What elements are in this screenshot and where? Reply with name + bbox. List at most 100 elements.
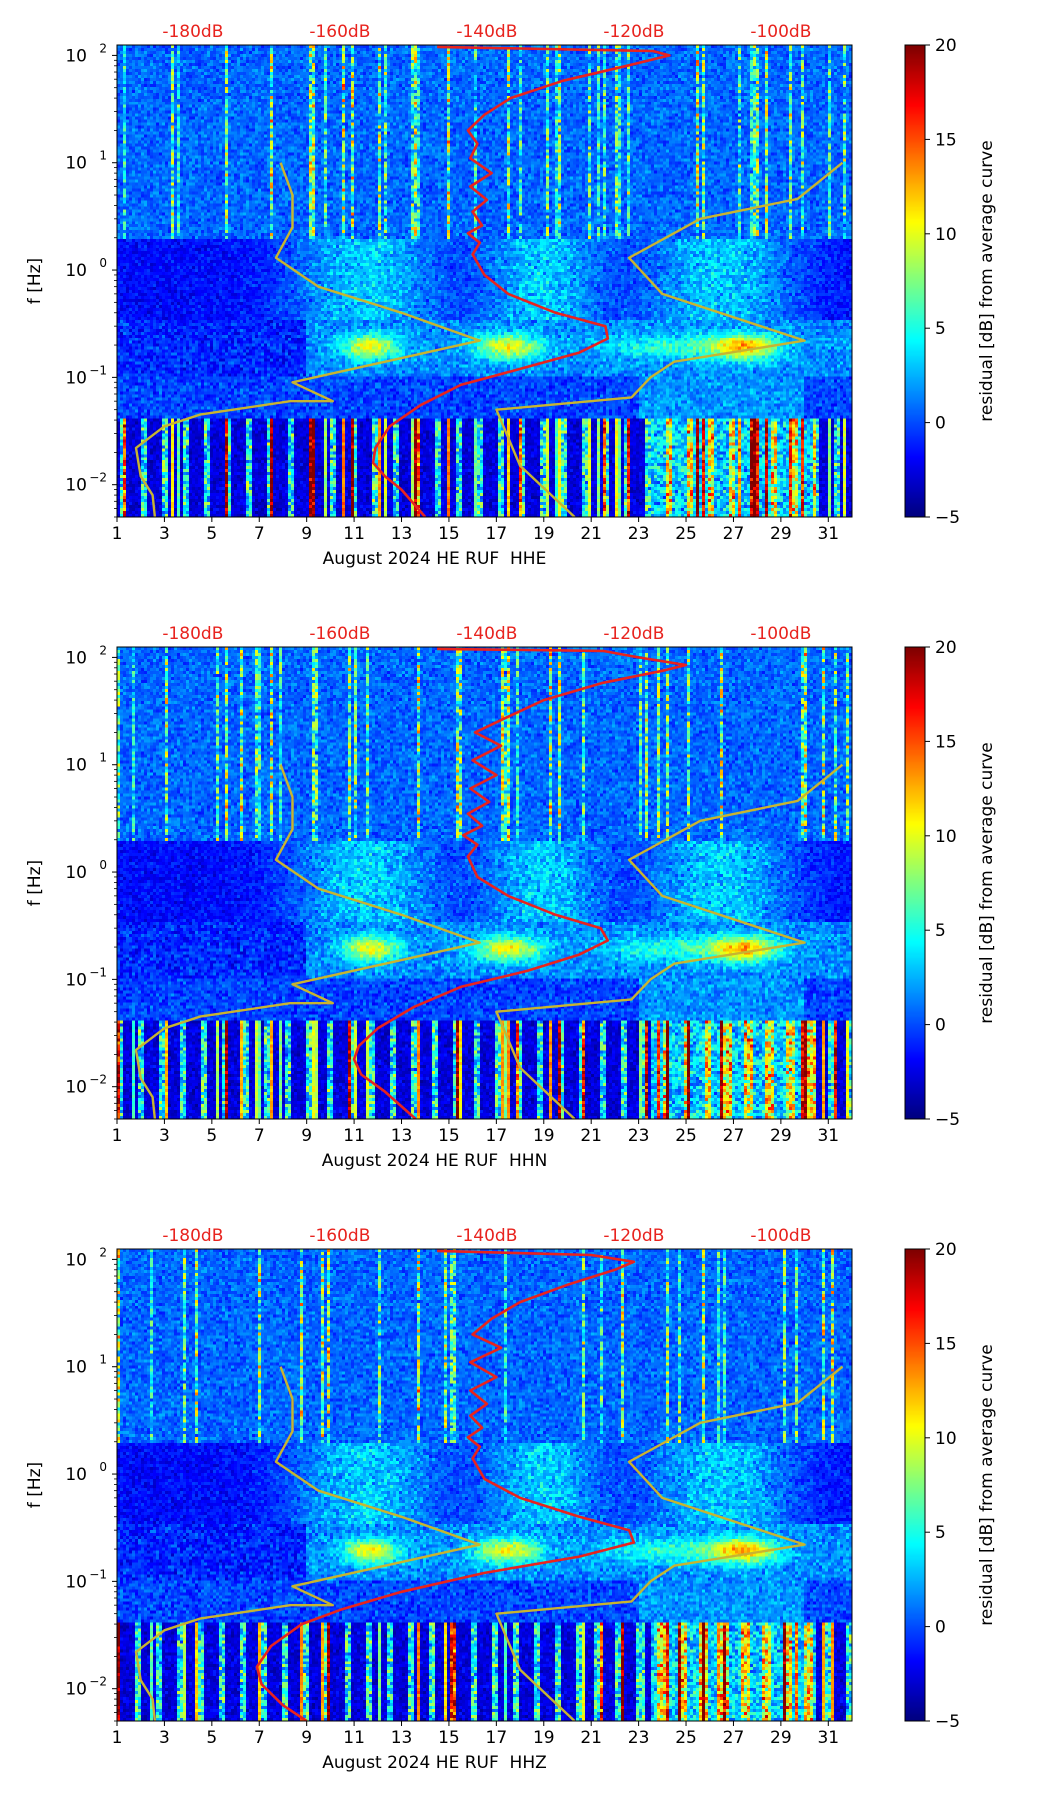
- x-tick-label-hhn: 29: [770, 1126, 792, 1146]
- top-db-label-hhe: -180dB: [162, 22, 223, 42]
- y-tick-label-hhz: 10: [65, 1680, 87, 1700]
- x-tick-label-hhe: 27: [723, 524, 745, 544]
- spectrogram-panel-hhz: 1 3 5 7 9 11 13 15 17 19 21 23 25 27 29 31 10 2 10 1 10 0 10 −1…: [0, 1204, 1052, 1806]
- top-db-label-hhz: -180dB: [162, 1226, 223, 1246]
- colorbar-gradient-hhn: [905, 647, 925, 1119]
- y-axis-label-hhn: f [Hz]: [25, 860, 45, 906]
- x-tick-label-hhe: 7: [254, 524, 265, 544]
- colorbar-tick-label-hhn: 20: [935, 638, 957, 658]
- y-tick-exponent-hhe: 2: [99, 41, 107, 55]
- noise-model-high-curve-hhz: [495, 1365, 844, 1721]
- y-tick-exponent-hhn: −1: [89, 965, 107, 979]
- y-tick-label-hhe: 10: [65, 46, 87, 66]
- x-tick-label-hhe: 3: [159, 524, 170, 544]
- y-tick-exponent-hhn: −2: [89, 1073, 107, 1087]
- colorbar-tick-label-hhn: 5: [935, 921, 946, 941]
- colorbar-frame-hhz: [904, 1248, 926, 1722]
- x-tick-label-hhn: 11: [343, 1126, 365, 1146]
- x-tick-label-hhz: 9: [301, 1728, 312, 1748]
- colorbar-tick-label-hhe: 0: [935, 414, 946, 434]
- x-tick-label-hhe: 25: [675, 524, 697, 544]
- x-tick-label-hhz: 25: [675, 1728, 697, 1748]
- top-db-label-hhz: -100dB: [750, 1226, 811, 1246]
- x-tick-label-hhe: 31: [817, 524, 839, 544]
- colorbar-tick-label-hhn: 15: [935, 732, 957, 752]
- colorbar-tick-label-hhz: 15: [935, 1334, 957, 1354]
- y-tick-label-hhe: 10: [65, 368, 87, 388]
- noise-model-low-curve-hhe: [134, 162, 481, 517]
- y-tick-exponent-hhn: 2: [99, 643, 107, 657]
- station-average-psd-curve-hhz: [255, 1249, 636, 1721]
- top-db-label-hhn: -100dB: [750, 624, 811, 644]
- axes-frame-hhn: [116, 646, 853, 1120]
- y-tick-exponent-hhe: 1: [99, 149, 107, 163]
- x-tick-label-hhz: 11: [343, 1728, 365, 1748]
- x-tick-label-hhn: 21: [580, 1126, 602, 1146]
- y-tick-exponent-hhn: 1: [99, 751, 107, 765]
- colorbar-tick-label-hhe: 5: [935, 319, 946, 339]
- colorbar-tick-label-hhn: 0: [935, 1016, 946, 1036]
- top-db-label-hhe: -100dB: [750, 22, 811, 42]
- colorbar-label-hhe: residual [dB] from average curve: [977, 140, 997, 421]
- colorbar-label-hhn: residual [dB] from average curve: [977, 742, 997, 1023]
- colorbar-tick-label-hhz: 5: [935, 1523, 946, 1543]
- station-average-psd-curve-hhn: [352, 647, 688, 1119]
- x-tick-label-hhz: 13: [391, 1728, 413, 1748]
- y-tick-exponent-hhz: 1: [99, 1353, 107, 1367]
- x-tick-label-hhe: 1: [112, 524, 123, 544]
- x-tick-label-hhe: 19: [533, 524, 555, 544]
- top-db-label-hhz: -140dB: [456, 1226, 517, 1246]
- noise-model-high-curve-hhn: [495, 763, 844, 1119]
- x-tick-label-hhn: 1: [112, 1126, 123, 1146]
- y-tick-label-hhn: 10: [65, 1078, 87, 1098]
- x-tick-label-hhz: 1: [112, 1728, 123, 1748]
- overlay-curves-hhn: [134, 647, 844, 1119]
- x-tick-label-hhn: 13: [391, 1126, 413, 1146]
- y-tick-label-hhz: 10: [65, 1465, 87, 1485]
- spectrogram-panel-hhe: 1 3 5 7 9 11 13 15 17 19 21 23 25 27 29 31 10 2 10 1 10 0 10 −1…: [0, 0, 1052, 602]
- colorbar-tick-label-hhn: 10: [935, 827, 957, 847]
- axes-frame-hhe: [116, 44, 853, 518]
- y-tick-exponent-hhz: −2: [89, 1675, 107, 1689]
- y-tick-exponent-hhz: 2: [99, 1245, 107, 1259]
- y-tick-exponent-hhn: 0: [99, 858, 107, 872]
- y-tick-label-hhz: 10: [65, 1358, 87, 1378]
- x-tick-label-hhe: 29: [770, 524, 792, 544]
- x-tick-label-hhz: 7: [254, 1728, 265, 1748]
- y-tick-label-hhe: 10: [65, 261, 87, 281]
- heatmap-image-hhe: [117, 45, 852, 517]
- overlay-curves-hhe: [134, 45, 844, 517]
- x-tick-label-hhz: 15: [438, 1728, 460, 1748]
- x-tick-label-hhn: 5: [206, 1126, 217, 1146]
- colorbar-tick-label-hhe: 15: [935, 130, 957, 150]
- x-tick-label-hhe: 15: [438, 524, 460, 544]
- noise-model-low-curve-hhz: [134, 1366, 481, 1721]
- x-tick-label-hhn: 9: [301, 1126, 312, 1146]
- x-tick-label-hhn: 3: [159, 1126, 170, 1146]
- y-tick-label-hhz: 10: [65, 1572, 87, 1592]
- colorbar-gradient-hhe: [905, 45, 925, 517]
- top-db-label-hhz: -120dB: [603, 1226, 664, 1246]
- top-db-label-hhz: -160dB: [309, 1226, 370, 1246]
- x-tick-label-hhz: 3: [159, 1728, 170, 1748]
- x-tick-label-hhn: 19: [533, 1126, 555, 1146]
- y-axis-label-hhe: f [Hz]: [25, 258, 45, 304]
- y-tick-exponent-hhe: −2: [89, 471, 107, 485]
- y-tick-label-hhe: 10: [65, 154, 87, 174]
- x-tick-label-hhz: 31: [817, 1728, 839, 1748]
- x-tick-label-hhz: 19: [533, 1728, 555, 1748]
- x-tick-label-hhn: 15: [438, 1126, 460, 1146]
- x-tick-label-hhn: 23: [628, 1126, 650, 1146]
- y-tick-label-hhe: 10: [65, 476, 87, 496]
- x-tick-label-hhe: 17: [486, 524, 508, 544]
- top-db-label-hhn: -180dB: [162, 624, 223, 644]
- x-tick-label-hhn: 25: [675, 1126, 697, 1146]
- x-tick-label-hhe: 9: [301, 524, 312, 544]
- x-tick-label-hhn: 27: [723, 1126, 745, 1146]
- y-tick-label-hhn: 10: [65, 863, 87, 883]
- x-axis-label-hhz: August 2024 HE RUF HHZ: [322, 1753, 547, 1773]
- x-tick-label-hhe: 21: [580, 524, 602, 544]
